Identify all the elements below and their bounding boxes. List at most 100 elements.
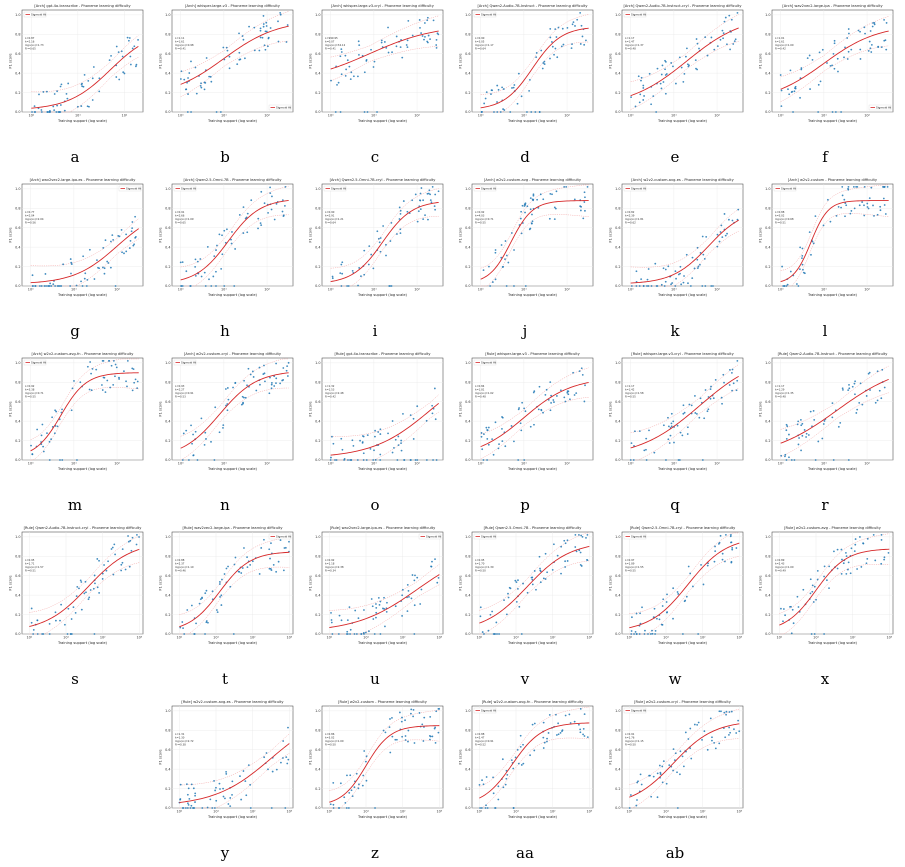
data-point [262, 25, 265, 28]
data-point [56, 285, 59, 287]
data-point [210, 440, 212, 443]
chart-p: [Rule] whisper-large-v3 - Phoneme learni… [459, 352, 594, 471]
data-point [513, 249, 515, 251]
legend-label: Sigmoid fit [481, 13, 497, 17]
subplot-r: [Rule] Qwen2-Audio-7B-Instruct - Phoneme… [755, 350, 895, 485]
data-point [863, 204, 865, 207]
chart-t: [Rule] wav2vec2-large-ipa - Phoneme lear… [159, 526, 294, 645]
data-point [567, 393, 570, 396]
data-point [131, 389, 134, 392]
data-point [876, 399, 879, 402]
data-point [361, 784, 364, 787]
x-tick-label: 10¹ [75, 114, 81, 118]
data-point [373, 60, 376, 63]
y-tick-label: 0.6 [465, 52, 470, 56]
data-point [684, 731, 687, 734]
data-point [240, 572, 243, 574]
data-point [380, 39, 383, 42]
data-point [585, 39, 587, 42]
subplot-k: [Arch] w2v2-custom-avg-es - Phoneme lear… [605, 176, 745, 311]
data-point [521, 401, 524, 404]
data-point [340, 285, 343, 287]
chart-c: [Arch] whisper-large-v3-cryl - Phoneme l… [309, 4, 444, 123]
y-tick-label: 0.4 [615, 245, 620, 249]
ci-upper [480, 14, 589, 95]
fit-stat: k=1.29 [775, 388, 785, 392]
data-point [50, 285, 53, 287]
data-point [223, 285, 226, 287]
fit-stat: L=0.97 [625, 558, 635, 562]
x-tick-label: 10³ [886, 636, 892, 640]
y-tick-label: 0.4 [165, 593, 170, 597]
data-point [196, 260, 199, 263]
x-tick-label: 10² [564, 462, 570, 466]
data-point [430, 201, 433, 204]
data-point [661, 765, 664, 768]
data-point [69, 633, 72, 635]
data-point [399, 228, 402, 231]
x-tick-label: 10² [400, 636, 406, 640]
data-point [263, 44, 266, 47]
data-point [225, 773, 228, 775]
data-point [529, 208, 532, 211]
data-point [849, 572, 852, 575]
data-point [866, 202, 869, 205]
data-point [245, 216, 248, 219]
data-point [213, 459, 216, 461]
data-point [218, 782, 221, 785]
data-point [427, 192, 430, 195]
data-point [785, 459, 788, 461]
data-point [136, 387, 139, 390]
data-point [694, 395, 696, 397]
data-point [363, 609, 365, 611]
fit-stat: R²=0.53 [175, 394, 186, 398]
chart-j: [Arch] w2v2-custom-avg - Phoneme learnin… [459, 178, 594, 297]
data-point [479, 606, 482, 609]
data-point [582, 733, 584, 736]
data-point [560, 572, 562, 575]
data-point [718, 541, 721, 544]
data-point [874, 559, 877, 562]
data-point [829, 65, 832, 67]
ci-lower [779, 564, 890, 635]
ci-upper [480, 367, 589, 435]
data-point [243, 396, 245, 399]
data-point [551, 193, 553, 196]
subplot-caption: b [220, 148, 230, 166]
x-tick-label: 10¹ [513, 636, 519, 640]
x-tick-label: 10³ [286, 810, 292, 814]
data-point [226, 409, 229, 412]
data-point [637, 780, 639, 783]
data-point [285, 369, 288, 372]
data-point [507, 592, 509, 595]
data-point [131, 227, 134, 230]
data-point [386, 601, 388, 604]
data-point [679, 750, 682, 753]
data-point [53, 109, 56, 112]
data-point [730, 534, 732, 536]
fit-stat: R²=0.48 [625, 46, 636, 50]
data-point [136, 534, 138, 536]
y-tick-label: 1.0 [765, 187, 770, 191]
data-point [128, 565, 131, 568]
data-point [426, 19, 429, 22]
data-point [520, 232, 523, 235]
data-point [111, 234, 114, 237]
data-point [645, 448, 647, 451]
data-point [501, 427, 503, 430]
x-tick-label: 10² [414, 288, 420, 292]
fit-stat: L=0.95 [475, 558, 485, 562]
y-tick-label: 0.6 [165, 226, 170, 230]
data-point [279, 382, 282, 385]
data-point [738, 730, 741, 733]
data-point [134, 215, 137, 218]
data-point [121, 55, 124, 58]
data-point [702, 253, 705, 256]
data-point [504, 445, 507, 448]
data-point [859, 58, 862, 60]
data-point [258, 49, 261, 52]
data-point [524, 202, 527, 205]
axes-frame [471, 705, 594, 809]
fit-stat: k=3.05 [475, 40, 485, 44]
data-point [220, 594, 223, 597]
